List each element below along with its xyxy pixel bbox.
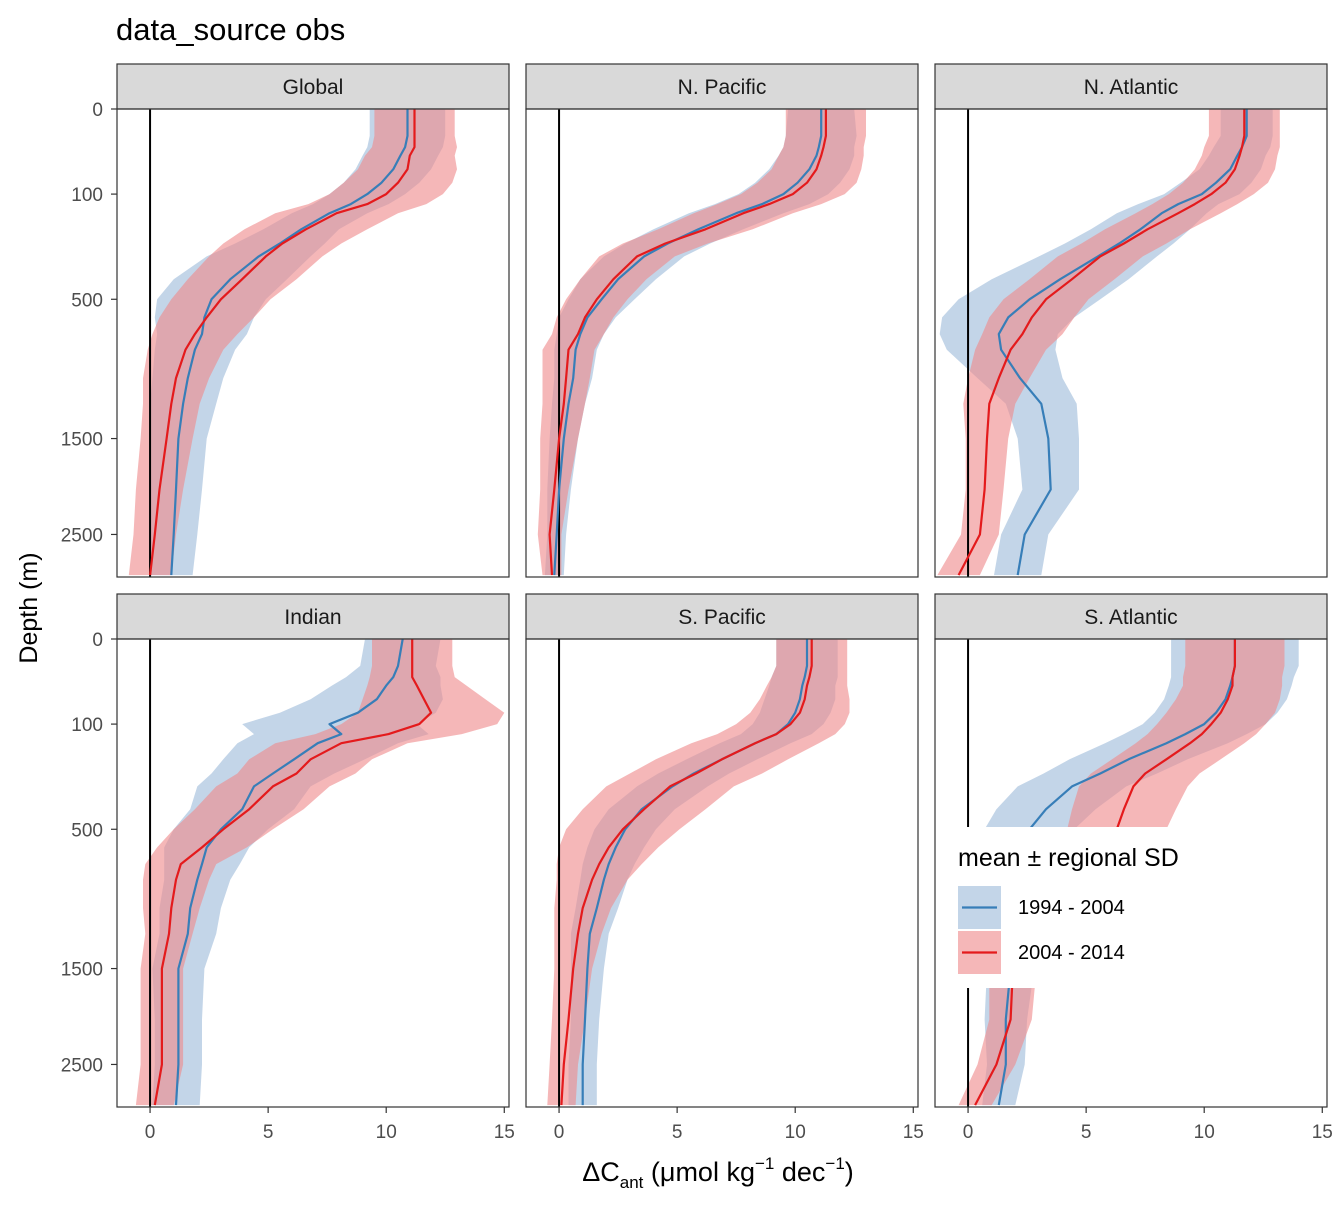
legend-label: 2004 - 2014 xyxy=(1018,942,1125,964)
sd-band-2004-2014 xyxy=(547,639,850,1106)
facet-strip-label: Global xyxy=(283,76,344,99)
facet-strip xyxy=(116,593,510,640)
legend: mean ± regional SD 1994 - 2004 2004 - 2014 xyxy=(944,827,1248,988)
mean-line-1994-2004 xyxy=(170,109,409,576)
y-tick-label: 100 xyxy=(71,185,103,206)
panel-border xyxy=(934,638,1328,1108)
mean-line-1994-2004 xyxy=(174,639,404,1106)
plot-area xyxy=(937,109,1280,577)
panel-border xyxy=(116,638,510,1108)
facet-strip-label: S. Atlantic xyxy=(1084,606,1177,629)
facet-strip-label: N. Pacific xyxy=(678,76,767,99)
mean-line-2004-2014 xyxy=(560,639,813,1106)
facet-panel-global: Global 0 100 500 1500 2500 xyxy=(61,63,510,578)
plot-area xyxy=(547,639,850,1107)
x-tick-label: 15 xyxy=(903,1122,924,1143)
panel-border xyxy=(525,108,919,578)
plot-area xyxy=(537,109,866,577)
facet-strip xyxy=(934,593,1328,640)
panel-border xyxy=(116,108,510,578)
legend-label: 1994 - 2004 xyxy=(1018,897,1125,919)
sd-band-2004-2014 xyxy=(135,639,505,1106)
x-axis-label: ΔCant (μmol kg−1 dec−1) xyxy=(582,1154,854,1192)
legend-item-1994-2004: 1994 - 2004 xyxy=(958,886,1125,929)
x-tick-label: 0 xyxy=(554,1122,565,1143)
facet-strip xyxy=(525,593,919,640)
x-tick-label: 10 xyxy=(1194,1122,1215,1143)
sd-band-2004-2014 xyxy=(958,639,1285,1106)
x-tick-label: 15 xyxy=(494,1122,515,1143)
x-tick-label: 15 xyxy=(1312,1122,1333,1143)
y-axis-label: Depth (m) xyxy=(15,552,43,663)
mean-line-2004-2014 xyxy=(153,639,433,1106)
y-tick-label: 500 xyxy=(71,820,103,841)
facet-panel-s-pacific: S. Pacific 0 5 10 15 xyxy=(525,593,924,1143)
facet-strip xyxy=(116,63,510,110)
y-tick-label: 2500 xyxy=(61,525,103,546)
sd-band-2004-2014 xyxy=(537,109,866,576)
facet-panel-n-pacific: N. Pacific xyxy=(525,63,919,578)
legend-title: mean ± regional SD xyxy=(958,844,1179,872)
mean-line-2004-2014 xyxy=(957,109,1246,576)
mean-line-2004-2014 xyxy=(548,109,828,576)
facet-panel-n-atlantic: N. Atlantic xyxy=(934,63,1328,578)
y-tick-label: 500 xyxy=(71,290,103,311)
y-tick-label: 1500 xyxy=(61,960,103,981)
facet-strip-label: Indian xyxy=(284,606,341,629)
y-tick-label: 0 xyxy=(92,630,103,651)
facet-panel-indian: Indian 0 100 500 1500 2500 0 5 10 15 xyxy=(61,593,515,1143)
y-tick-label: 1500 xyxy=(61,430,103,451)
plot-area xyxy=(128,109,458,577)
x-tick-label: 0 xyxy=(145,1122,156,1143)
y-tick-label: 2500 xyxy=(61,1055,103,1076)
panel-border xyxy=(934,108,1328,578)
mean-line-1994-2004 xyxy=(997,109,1248,576)
facet-strip-label: N. Atlantic xyxy=(1084,76,1179,99)
x-tick-label: 5 xyxy=(672,1122,683,1143)
mean-line-1994-2004 xyxy=(553,109,823,576)
x-tick-label: 5 xyxy=(1081,1122,1092,1143)
facet-strip xyxy=(525,63,919,110)
facet-strip xyxy=(934,63,1328,110)
sd-band-2004-2014 xyxy=(937,109,1280,576)
chart-title: data_source obs xyxy=(116,12,345,47)
y-tick-label: 0 xyxy=(92,100,103,121)
mean-line-2004-2014 xyxy=(149,109,416,576)
plot-area xyxy=(135,639,505,1107)
sd-band-2004-2014 xyxy=(128,109,458,576)
panel-border xyxy=(525,638,919,1108)
x-tick-label: 10 xyxy=(785,1122,806,1143)
y-tick-label: 100 xyxy=(71,715,103,736)
x-tick-label: 0 xyxy=(963,1122,974,1143)
x-tick-label: 10 xyxy=(376,1122,397,1143)
facet-strip-label: S. Pacific xyxy=(678,606,766,629)
legend-item-2004-2014: 2004 - 2014 xyxy=(958,931,1125,974)
x-tick-label: 5 xyxy=(263,1122,274,1143)
